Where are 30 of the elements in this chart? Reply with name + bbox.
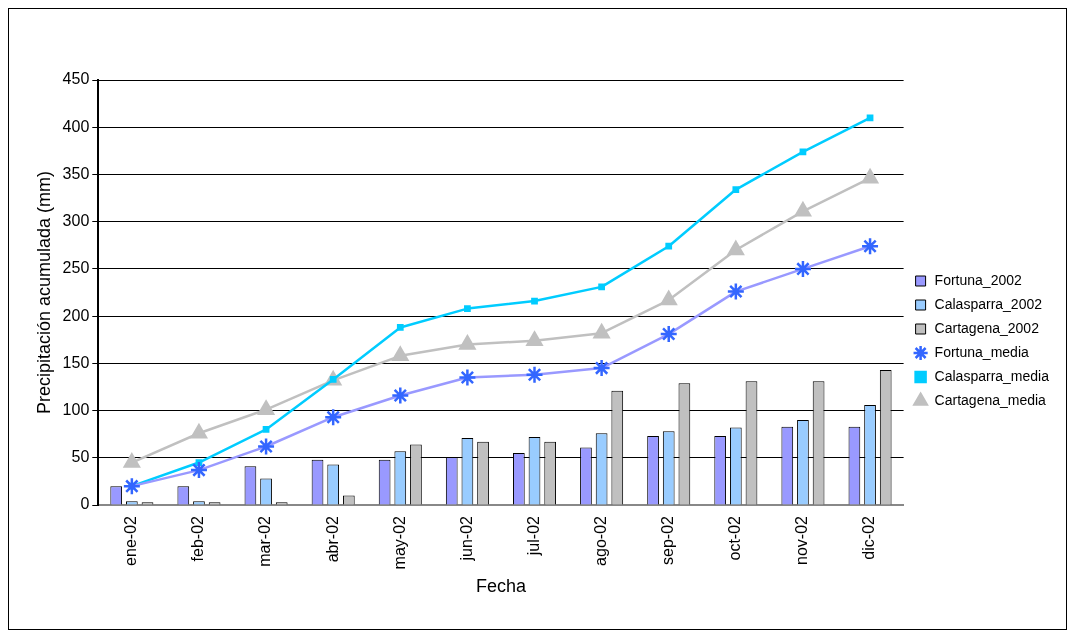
legend-label: Calasparra_2002 <box>934 295 1043 312</box>
y-tick-label: 150 <box>62 353 90 371</box>
y-tick-label: 250 <box>62 259 90 277</box>
y-tick-label: 300 <box>62 212 90 230</box>
x-tick-label: nov-02 <box>793 515 811 565</box>
y-tick-label: 400 <box>62 117 90 135</box>
legend-label: Cartagena_media <box>934 391 1047 408</box>
x-axis-title: Fecha <box>475 576 527 597</box>
y-tick-label: 200 <box>62 306 90 324</box>
x-tick-label: oct-02 <box>726 515 744 561</box>
x-tick-label: jun-02 <box>457 515 475 562</box>
y-tick-label: 50 <box>71 448 90 466</box>
x-tick-label: ago-02 <box>592 515 610 566</box>
x-tick-label: feb-02 <box>189 515 207 562</box>
y-tick-label: 350 <box>62 164 90 182</box>
y-tick-label: 100 <box>62 401 90 418</box>
legend-label: Fortuna_2002 <box>934 271 1022 288</box>
x-tick-label: ene-02 <box>122 515 140 566</box>
y-axis-title: Precipitación acumulada (mm) <box>33 170 54 415</box>
x-tick-label: abr-02 <box>323 515 341 563</box>
x-tick-label: sep-02 <box>659 515 677 565</box>
x-tick-label: dic-02 <box>860 515 878 560</box>
y-tick-label: 450 <box>62 70 90 88</box>
y-tick-label: 0 <box>80 495 90 513</box>
x-tick-label: jul-02 <box>524 515 542 557</box>
legend-label: Cartagena_2002 <box>934 319 1040 336</box>
legend-label: Calasparra_media <box>934 367 1050 384</box>
x-tick-label: mar-02 <box>256 515 274 567</box>
x-tick-label: may-02 <box>390 515 408 570</box>
legend-label: Fortuna_media <box>934 343 1029 360</box>
